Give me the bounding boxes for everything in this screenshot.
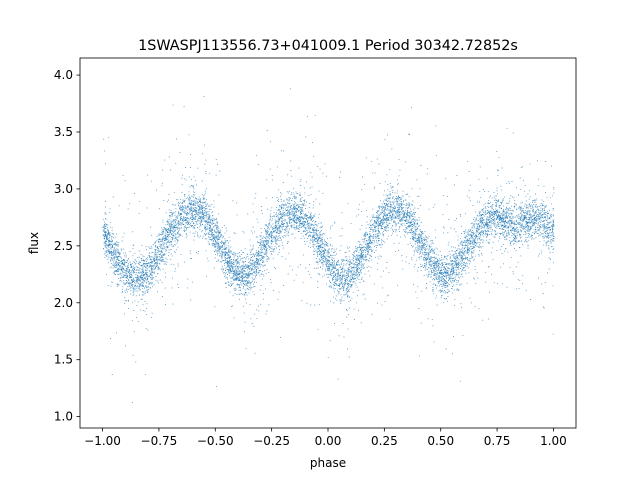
x-tick-label: 1.00 bbox=[540, 434, 567, 448]
y-tick-label: 3.5 bbox=[54, 125, 73, 139]
y-tick-label: 4.0 bbox=[54, 68, 73, 82]
x-tick-label: 0.50 bbox=[427, 434, 454, 448]
x-tick-label: 0.25 bbox=[371, 434, 398, 448]
y-axis-label: flux bbox=[27, 232, 41, 254]
y-tick-label: 3.0 bbox=[54, 182, 73, 196]
x-axis-label: phase bbox=[310, 456, 346, 470]
plot-frame bbox=[79, 57, 577, 429]
y-tick-label: 2.0 bbox=[54, 296, 73, 310]
scatter-point-group bbox=[102, 150, 554, 327]
x-tick-label: −1.00 bbox=[84, 434, 121, 448]
y-tick-label: 1.5 bbox=[54, 353, 73, 367]
axis-ticks: −1.00 −0.75 −0.50 −0.25 0.00 0.25 0.50 0.75 1.00… bbox=[54, 68, 567, 448]
x-tick-label: −0.50 bbox=[197, 434, 234, 448]
y-tick-label: 1.0 bbox=[54, 410, 73, 424]
y-tick-label: 2.5 bbox=[54, 239, 73, 253]
x-tick-label: 0.75 bbox=[484, 434, 511, 448]
x-tick-label: −0.25 bbox=[253, 434, 290, 448]
scatter-points bbox=[102, 88, 555, 403]
x-tick-label: 0.00 bbox=[315, 434, 342, 448]
scatter-point-group bbox=[103, 106, 551, 376]
scatter-point-group bbox=[105, 160, 554, 315]
chart-title: 1SWASPJ113556.73+041009.1 Period 30342.7… bbox=[138, 38, 518, 54]
x-tick-label: −0.75 bbox=[141, 434, 178, 448]
